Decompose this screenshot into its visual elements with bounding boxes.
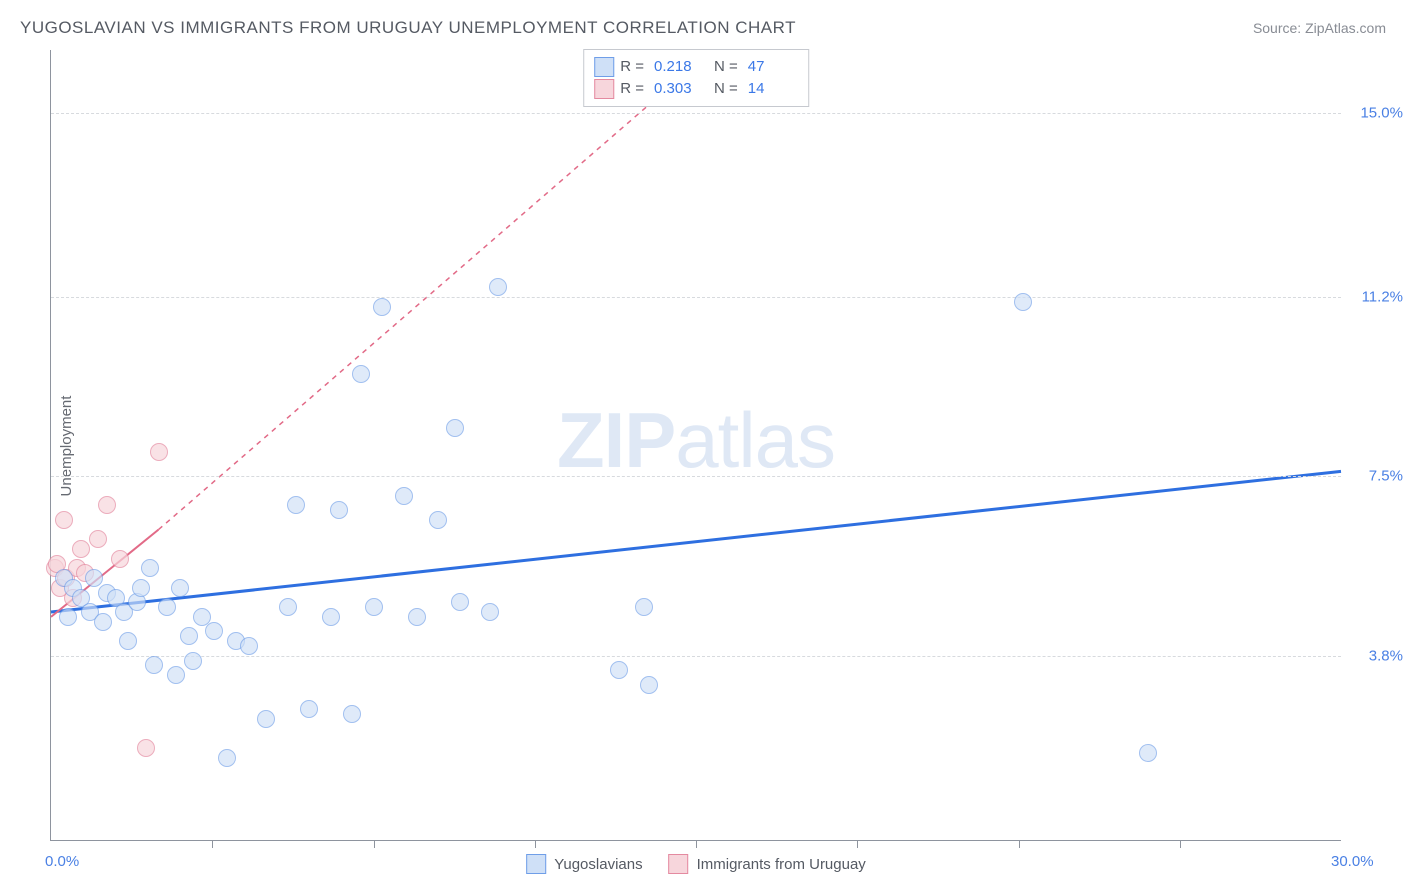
data-point-yugoslavians bbox=[158, 598, 176, 616]
legend-row-yugoslavians: R = 0.218 N = 47 bbox=[594, 56, 792, 78]
n-value-1: 47 bbox=[748, 56, 792, 78]
data-point-yugoslavians bbox=[408, 608, 426, 626]
data-point-yugoslavians bbox=[481, 603, 499, 621]
legend-row-uruguay: R = 0.303 N = 14 bbox=[594, 78, 792, 100]
data-point-yugoslavians bbox=[330, 501, 348, 519]
data-point-yugoslavians bbox=[167, 666, 185, 684]
data-point-yugoslavians bbox=[193, 608, 211, 626]
data-point-uruguay bbox=[150, 443, 168, 461]
r-value-2: 0.303 bbox=[654, 78, 698, 100]
data-point-yugoslavians bbox=[240, 637, 258, 655]
data-point-yugoslavians bbox=[365, 598, 383, 616]
n-label-2: N = bbox=[714, 78, 738, 100]
source-attribution: Source: ZipAtlas.com bbox=[1253, 20, 1386, 36]
r-label-2: R = bbox=[620, 78, 644, 100]
data-point-yugoslavians bbox=[180, 627, 198, 645]
legend-item-yugoslavians: Yugoslavians bbox=[526, 854, 642, 874]
swatch-yugoslavians-b bbox=[526, 854, 546, 874]
plot-area: ZIPatlas R = 0.218 N = 47 R = 0.303 N = … bbox=[50, 50, 1341, 841]
data-point-yugoslavians bbox=[59, 608, 77, 626]
x-min-label: 0.0% bbox=[45, 853, 79, 870]
data-point-uruguay bbox=[55, 511, 73, 529]
data-point-yugoslavians bbox=[218, 749, 236, 767]
x-tick bbox=[1180, 840, 1181, 848]
source-name: ZipAtlas.com bbox=[1305, 20, 1386, 36]
data-point-yugoslavians bbox=[451, 593, 469, 611]
y-tick-label: 7.5% bbox=[1347, 468, 1403, 485]
data-point-yugoslavians bbox=[171, 579, 189, 597]
data-point-yugoslavians bbox=[610, 661, 628, 679]
n-value-2: 14 bbox=[748, 78, 792, 100]
data-point-yugoslavians bbox=[489, 278, 507, 296]
swatch-uruguay-b bbox=[669, 854, 689, 874]
data-point-yugoslavians bbox=[85, 569, 103, 587]
data-point-yugoslavians bbox=[446, 419, 464, 437]
swatch-yugoslavians bbox=[594, 57, 614, 77]
data-point-yugoslavians bbox=[395, 487, 413, 505]
gridline-h bbox=[51, 656, 1341, 657]
x-max-label: 30.0% bbox=[1331, 853, 1374, 870]
data-point-yugoslavians bbox=[287, 496, 305, 514]
data-point-uruguay bbox=[137, 739, 155, 757]
trend-line bbox=[51, 471, 1341, 612]
data-point-yugoslavians bbox=[279, 598, 297, 616]
legend-item-uruguay: Immigrants from Uruguay bbox=[669, 854, 866, 874]
data-point-uruguay bbox=[72, 540, 90, 558]
x-tick bbox=[857, 840, 858, 848]
gridline-h bbox=[51, 113, 1341, 114]
data-point-yugoslavians bbox=[635, 598, 653, 616]
x-tick bbox=[1019, 840, 1020, 848]
data-point-yugoslavians bbox=[1014, 293, 1032, 311]
gridline-h bbox=[51, 476, 1341, 477]
data-point-yugoslavians bbox=[132, 579, 150, 597]
data-point-uruguay bbox=[89, 530, 107, 548]
n-label-1: N = bbox=[714, 56, 738, 78]
chart-container: YUGOSLAVIAN VS IMMIGRANTS FROM URUGUAY U… bbox=[0, 0, 1406, 892]
y-tick-label: 3.8% bbox=[1347, 647, 1403, 664]
series-name-2: Immigrants from Uruguay bbox=[697, 856, 866, 873]
r-value-1: 0.218 bbox=[654, 56, 698, 78]
series-legend: Yugoslavians Immigrants from Uruguay bbox=[526, 854, 866, 874]
data-point-yugoslavians bbox=[343, 705, 361, 723]
data-point-yugoslavians bbox=[373, 298, 391, 316]
data-point-uruguay bbox=[111, 550, 129, 568]
data-point-yugoslavians bbox=[352, 365, 370, 383]
correlation-legend: R = 0.218 N = 47 R = 0.303 N = 14 bbox=[583, 49, 809, 107]
source-prefix: Source: bbox=[1253, 20, 1305, 36]
y-tick-label: 15.0% bbox=[1347, 104, 1403, 121]
data-point-yugoslavians bbox=[184, 652, 202, 670]
data-point-yugoslavians bbox=[257, 710, 275, 728]
x-tick bbox=[212, 840, 213, 848]
series-name-1: Yugoslavians bbox=[554, 856, 642, 873]
trend-lines-svg bbox=[51, 50, 1341, 840]
y-tick-label: 11.2% bbox=[1347, 288, 1403, 305]
data-point-yugoslavians bbox=[322, 608, 340, 626]
data-point-yugoslavians bbox=[429, 511, 447, 529]
gridline-h bbox=[51, 297, 1341, 298]
data-point-yugoslavians bbox=[300, 700, 318, 718]
r-label-1: R = bbox=[620, 56, 644, 78]
data-point-yugoslavians bbox=[640, 676, 658, 694]
data-point-yugoslavians bbox=[94, 613, 112, 631]
data-point-yugoslavians bbox=[1139, 744, 1157, 762]
chart-title: YUGOSLAVIAN VS IMMIGRANTS FROM URUGUAY U… bbox=[20, 18, 796, 38]
x-tick bbox=[374, 840, 375, 848]
data-point-yugoslavians bbox=[145, 656, 163, 674]
data-point-yugoslavians bbox=[205, 622, 223, 640]
x-tick bbox=[696, 840, 697, 848]
x-tick bbox=[535, 840, 536, 848]
data-point-yugoslavians bbox=[141, 559, 159, 577]
data-point-uruguay bbox=[98, 496, 116, 514]
swatch-uruguay bbox=[594, 79, 614, 99]
data-point-yugoslavians bbox=[119, 632, 137, 650]
